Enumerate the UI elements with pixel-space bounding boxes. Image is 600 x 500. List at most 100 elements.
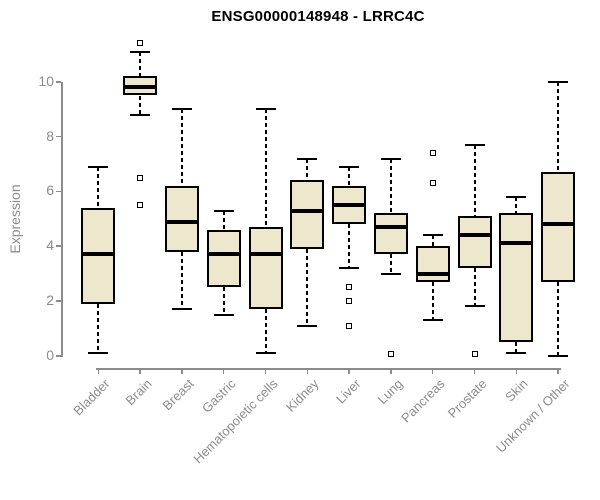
whisker-cap-upper-liver (339, 165, 360, 168)
whisker-cap-upper-kidney (297, 157, 318, 160)
x-tick-breast (181, 368, 183, 374)
y-tick (56, 245, 61, 247)
whisker-cap-upper-unknown-other (548, 80, 569, 83)
x-axis-line (96, 368, 561, 370)
x-tick-bladder (97, 368, 100, 374)
whisker-upper-liver (348, 166, 351, 186)
outlier-liver (346, 284, 353, 291)
box-breast (164, 185, 199, 252)
whisker-upper-gastric (222, 210, 225, 230)
whisker-cap-lower-kidney (297, 324, 318, 327)
median-kidney (290, 208, 325, 213)
whisker-upper-pancreas (431, 235, 434, 247)
y-tick-label: 6 (46, 182, 54, 199)
outlier-pancreas (429, 180, 436, 187)
whisker-upper-kidney (306, 158, 309, 181)
whisker-lower-pancreas (431, 281, 434, 321)
whisker-cap-upper-lung (380, 157, 401, 160)
y-tick (56, 135, 61, 138)
box-gastric (206, 229, 241, 288)
box-skin (499, 213, 534, 343)
outlier-pancreas (429, 150, 436, 157)
median-unknown-other (541, 222, 576, 227)
whisker-cap-upper-bladder (88, 165, 109, 168)
x-tick-gastric (222, 368, 225, 374)
whisker-cap-lower-breast (171, 308, 192, 311)
box-lung (373, 213, 408, 255)
y-tick-label: 8 (46, 127, 54, 144)
box-kidney (290, 180, 325, 249)
whisker-lower-gastric (222, 287, 225, 315)
median-lung (373, 225, 408, 230)
box-prostate (457, 216, 492, 269)
whisker-lower-brain (139, 95, 142, 115)
whisker-lower-bladder (97, 303, 100, 354)
whisker-cap-lower-gastric (213, 313, 234, 316)
whisker-cap-lower-unknown-other (548, 354, 569, 357)
whisker-lower-hematopoietic-cells (264, 309, 267, 354)
whisker-upper-prostate (473, 144, 476, 217)
y-tick (56, 190, 61, 193)
whisker-upper-lung (389, 158, 392, 214)
whisker-lower-prostate (473, 268, 476, 307)
outlier-brain (137, 174, 144, 181)
y-axis-line (61, 82, 63, 357)
whisker-upper-unknown-other (557, 81, 560, 173)
median-hematopoietic-cells (248, 252, 283, 257)
outlier-liver (346, 298, 353, 304)
whisker-upper-brain (139, 51, 142, 77)
median-liver (332, 203, 367, 208)
whisker-cap-lower-skin (506, 352, 527, 355)
x-tick-lung (390, 368, 392, 374)
median-pancreas (415, 271, 450, 276)
whisker-cap-upper-breast (171, 108, 192, 111)
y-tick-label: 2 (46, 292, 54, 308)
whisker-upper-hematopoietic-cells (264, 109, 267, 227)
x-tick-pancreas (431, 368, 434, 374)
whisker-cap-upper-prostate (464, 143, 485, 146)
median-gastric (206, 252, 241, 257)
whisker-cap-upper-pancreas (422, 234, 443, 237)
whisker-cap-upper-skin (506, 195, 527, 198)
outlier-lung (387, 351, 394, 358)
x-tick-prostate (473, 368, 476, 374)
whisker-lower-lung (389, 254, 392, 274)
median-bladder (81, 252, 116, 257)
y-tick (56, 300, 61, 302)
whisker-cap-upper-hematopoietic-cells (255, 108, 276, 111)
whisker-cap-lower-hematopoietic-cells (255, 352, 276, 355)
whisker-cap-upper-brain (130, 50, 151, 53)
median-breast (164, 219, 199, 224)
x-tick-brain (139, 368, 141, 374)
whisker-cap-lower-liver (339, 267, 360, 270)
whisker-lower-liver (348, 224, 351, 269)
x-tick-kidney (306, 368, 309, 374)
whisker-upper-bladder (97, 166, 100, 208)
median-brain (123, 85, 158, 90)
whisker-lower-breast (180, 251, 183, 310)
median-skin (499, 241, 534, 246)
whisker-cap-lower-pancreas (422, 319, 443, 322)
outlier-prostate (471, 351, 478, 358)
whisker-lower-unknown-other (557, 281, 560, 356)
y-tick-label: 10 (38, 72, 54, 89)
whisker-lower-kidney (306, 248, 309, 326)
x-tick-unknown-other (557, 368, 559, 374)
outlier-liver (346, 322, 353, 329)
whisker-cap-lower-lung (380, 272, 401, 275)
y-tick-label: 4 (46, 237, 54, 254)
median-prostate (457, 233, 492, 238)
outlier-brain (137, 202, 144, 209)
box-unknown-other (541, 172, 576, 282)
outlier-brain (137, 40, 144, 47)
whisker-upper-breast (180, 109, 183, 186)
x-tick-skin (515, 368, 518, 374)
y-tick-label: 0 (46, 346, 54, 363)
chart-title: ENSG00000148948 - LRRC4C (211, 8, 425, 25)
whisker-cap-lower-prostate (464, 305, 485, 308)
x-tick-liver (348, 368, 350, 374)
y-tick (56, 355, 61, 357)
whisker-upper-skin (515, 196, 518, 214)
